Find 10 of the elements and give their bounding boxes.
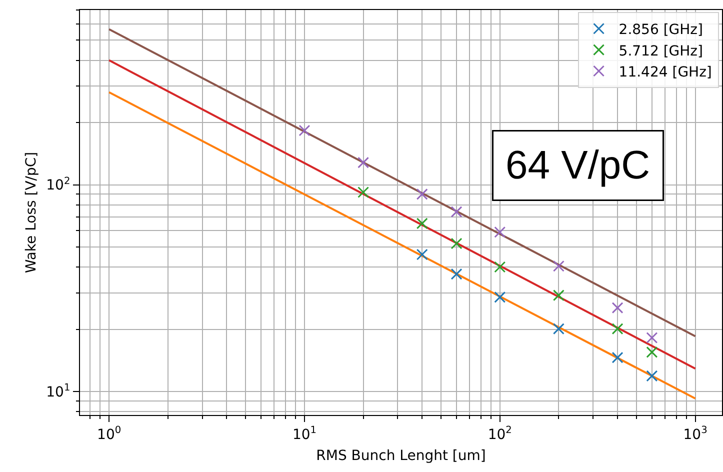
annotation: 64 V/pC	[506, 144, 650, 188]
legend-label: 11.424 [GHz]	[618, 64, 712, 80]
x-tick-label: 10$^{2}$	[488, 424, 512, 443]
legend-label: 5.712 [GHz]	[618, 43, 703, 60]
x-tick-label: 10$^{3}$	[683, 424, 708, 443]
x-axis-title: RMS Bunch Lenght [um]	[316, 448, 486, 464]
y-axis-title: Wake Loss [V/pC]	[24, 152, 40, 274]
x-tick-label: 10$^{1}$	[292, 424, 316, 443]
legend-label: 2.856 [GHz]	[618, 22, 703, 38]
x-tick-label: 10$^{0}$	[97, 424, 122, 443]
